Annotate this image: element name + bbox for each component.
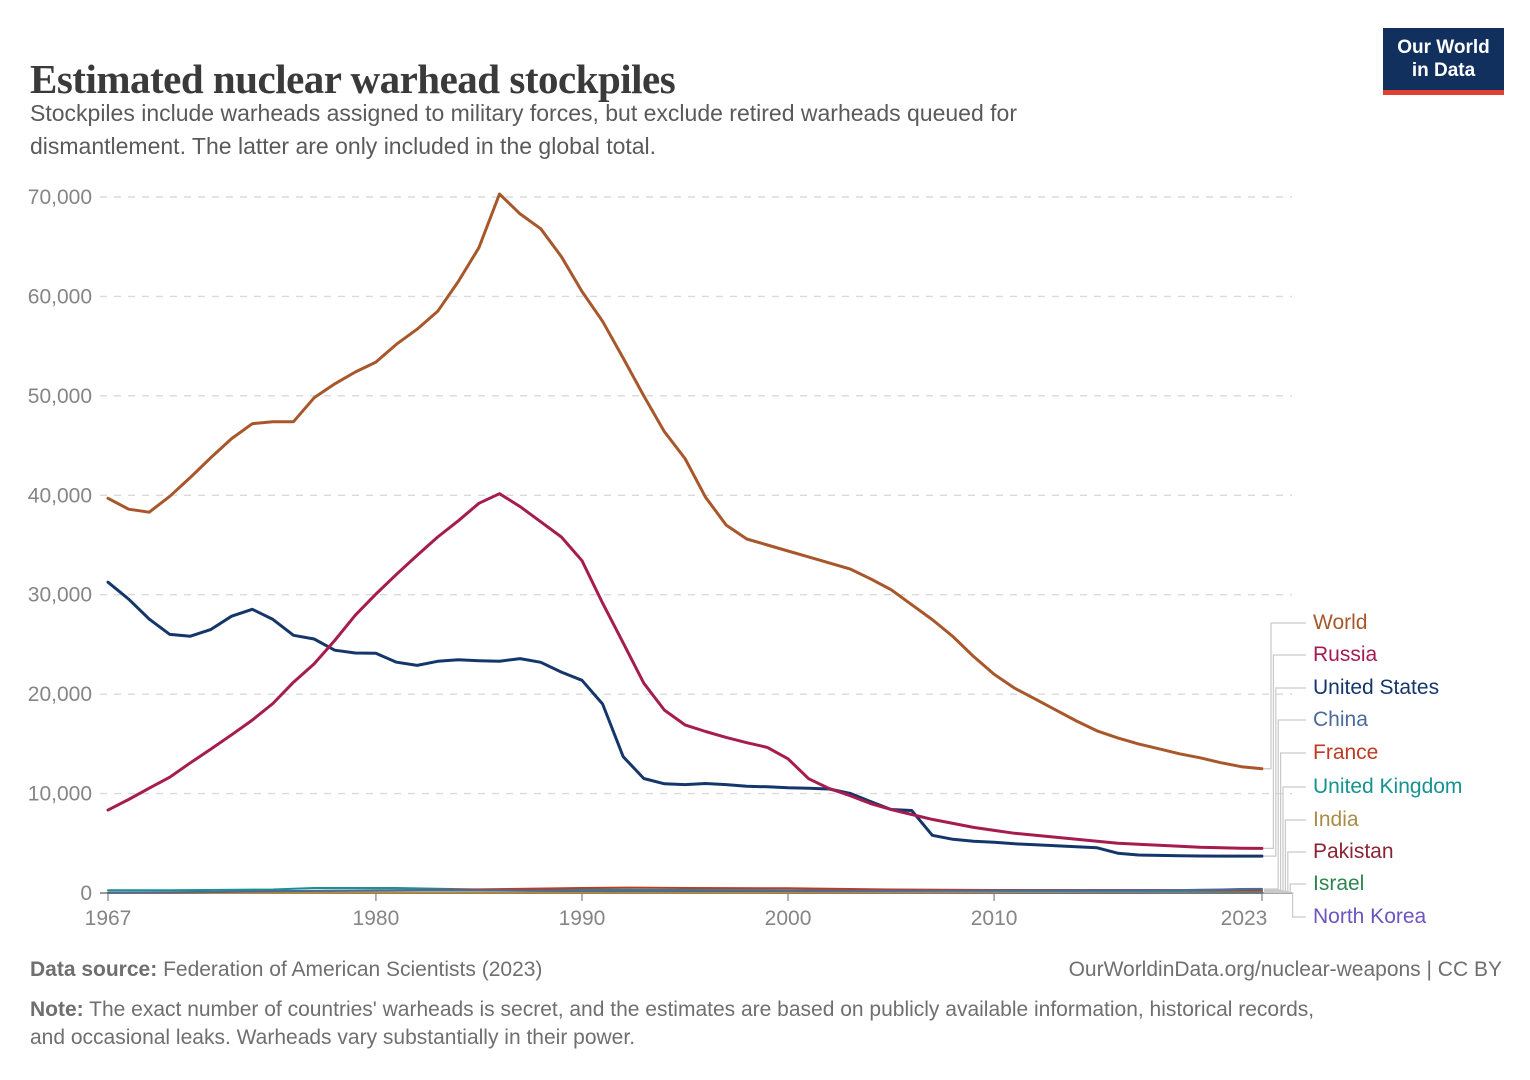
legend-label-pakistan[interactable]: Pakistan [1313,840,1394,863]
y-tick-label: 70,000 [28,186,92,209]
y-tick-label: 50,000 [28,385,92,408]
series-line-china[interactable] [107,887,1263,894]
legend-leader-world [1264,622,1306,770]
legend-label-united-states[interactable]: United States [1313,676,1440,699]
chart-note: Note: The exact number of countries' war… [30,996,1314,1052]
y-tick-label: 60,000 [28,285,92,308]
series-line-world[interactable] [106,192,1264,771]
x-tick-label: 2023 [1221,907,1268,930]
x-tick-label: 2000 [765,907,812,930]
subtitle-line-2: dismantlement. The latter are only inclu… [30,133,657,159]
page-title: Estimated nuclear warhead stockpiles [30,56,676,103]
legend-leader-united-states [1264,687,1306,857]
note-line-1: The exact number of countries' warheads … [89,998,1315,1021]
legend-leader-north-korea [1264,892,1306,918]
legend-label-world[interactable]: World [1313,611,1368,634]
legend-label-france[interactable]: France [1313,741,1379,764]
legend-label-north-korea[interactable]: North Korea [1313,905,1427,928]
legend-leader-russia [1264,654,1306,849]
data-source: Data source: Federation of American Scie… [30,958,542,982]
data-source-label: Data source: [30,958,158,981]
y-tick-label: 20,000 [28,683,92,706]
y-tick-label: 0 [80,882,92,905]
legend-label-russia[interactable]: Russia [1313,643,1378,666]
legend-label-china[interactable]: China [1313,708,1368,731]
legend-label-israel[interactable]: Israel [1313,872,1365,895]
legend-label-united-kingdom[interactable]: United Kingdom [1313,775,1463,798]
x-tick-label: 1980 [353,907,400,930]
owid-logo-text: Our World in Data [1397,37,1490,81]
x-tick-label: 2010 [971,907,1018,930]
legend-label-india[interactable]: India [1313,808,1359,831]
note-line-2: and occasional leaks. Warheads vary subs… [30,1026,636,1049]
note-label: Note: [30,998,84,1021]
y-tick-label: 30,000 [28,584,92,607]
chart-subtitle: Stockpiles include warheads assigned to … [30,97,1017,163]
legend-leader-china [1264,719,1306,890]
subtitle-line-1: Stockpiles include warheads assigned to … [30,100,1017,126]
series-line-united-states[interactable] [106,580,1264,858]
legend-leader-pakistan [1264,851,1306,892]
x-tick-label: 1967 [85,907,132,930]
owid-logo[interactable]: Our World in Data [1383,28,1504,95]
y-tick-label: 10,000 [28,783,92,806]
y-tick-label: 40,000 [28,484,92,507]
data-source-text: Federation of American Scientists (2023) [163,958,543,981]
series-line-russia[interactable] [106,492,1264,850]
attribution-link[interactable]: OurWorldinData.org/nuclear-weapons | CC … [1068,958,1502,981]
x-tick-label: 1990 [559,907,606,930]
legend-leader-france [1264,752,1306,891]
